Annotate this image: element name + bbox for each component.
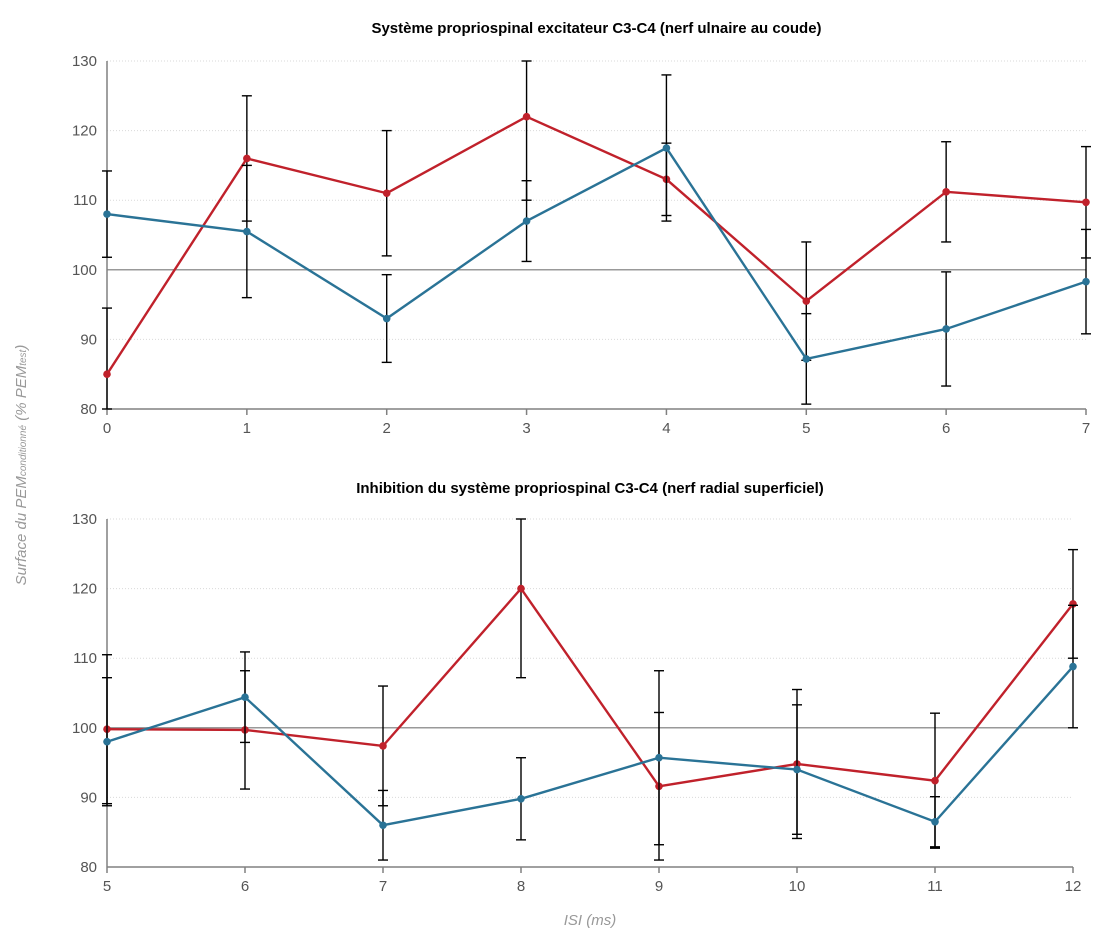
series-1 (102, 74, 1091, 405)
data-point (243, 154, 251, 163)
data-point (1082, 198, 1090, 207)
data-point (243, 227, 251, 236)
x-tick-label: 0 (103, 420, 111, 437)
y-tick-label: 100 (72, 720, 97, 737)
data-point (1082, 277, 1090, 286)
data-point (517, 794, 525, 803)
data-point (662, 144, 671, 152)
x-tick-label: 5 (802, 420, 810, 437)
data-point (103, 370, 111, 379)
x-tick-label: 6 (942, 420, 950, 437)
data-point (655, 753, 663, 762)
x-tick-label: 9 (655, 878, 663, 895)
series-line (105, 115, 1087, 375)
series-1 (102, 604, 1078, 861)
x-tick-label: 12 (1065, 878, 1082, 895)
x-tick-label: 7 (1082, 420, 1090, 437)
x-tick-label: 8 (517, 878, 525, 895)
data-point (942, 188, 950, 196)
data-point (382, 189, 391, 198)
x-tick-label: 4 (662, 420, 670, 437)
data-point (522, 217, 531, 225)
x-tick-label: 7 (379, 878, 387, 895)
data-point (522, 112, 531, 121)
x-tick-label: 3 (522, 420, 530, 437)
y-label-end: ) (13, 345, 30, 352)
data-point (241, 693, 249, 701)
x-axis-label: ISI (ms) (564, 912, 617, 929)
data-point (793, 765, 801, 774)
x-tick-label: 11 (927, 878, 943, 895)
series-line (106, 146, 1087, 361)
y-tick-label: 110 (73, 192, 97, 209)
data-point (382, 314, 391, 323)
data-point (379, 742, 387, 750)
y-tick-label: 90 (80, 331, 97, 348)
y-label-sub-test: test (18, 348, 29, 365)
y-tick-label: 110 (73, 650, 97, 667)
x-tick-label: 5 (103, 878, 111, 895)
chart-title: Inhibition du système propriospinal C3-C… (356, 480, 824, 497)
y-tick-label: 80 (80, 401, 97, 418)
data-point (931, 776, 939, 785)
y-label-sub-conditionne: conditionné (18, 425, 29, 477)
data-point (942, 325, 950, 333)
y-label-mid: (% PEM (13, 365, 30, 425)
data-point (802, 355, 811, 363)
y-tick-label: 120 (72, 123, 97, 140)
series-line (106, 665, 1074, 827)
series-0 (102, 518, 1078, 861)
chart-bottom-inhibition: Inhibition du système propriospinal C3-C… (72, 480, 1081, 895)
data-point (103, 210, 111, 218)
data-point (931, 817, 939, 826)
chart-top-excitatory: Système propriospinal excitateur C3-C4 (… (72, 20, 1091, 437)
x-tick-label: 2 (383, 420, 391, 437)
data-point (517, 584, 525, 593)
x-tick-label: 1 (243, 420, 251, 437)
series-line (106, 586, 1074, 788)
y-tick-label: 120 (72, 581, 97, 598)
y-tick-label: 130 (72, 511, 97, 528)
y-tick-label: 130 (72, 53, 97, 70)
x-tick-label: 10 (789, 878, 806, 895)
data-point (103, 737, 111, 746)
data-point (379, 821, 387, 830)
chart-title: Système propriospinal excitateur C3-C4 (… (371, 20, 821, 37)
y-tick-label: 90 (80, 789, 97, 806)
y-tick-label: 100 (72, 262, 97, 279)
y-tick-label: 80 (80, 859, 97, 876)
data-point (802, 297, 811, 305)
data-point (1069, 662, 1077, 671)
y-label-main: Surface du PEM (13, 476, 30, 586)
x-tick-label: 6 (241, 878, 249, 895)
y-axis-label: Surface du PEMconditionné (% PEMtest) (13, 345, 30, 586)
